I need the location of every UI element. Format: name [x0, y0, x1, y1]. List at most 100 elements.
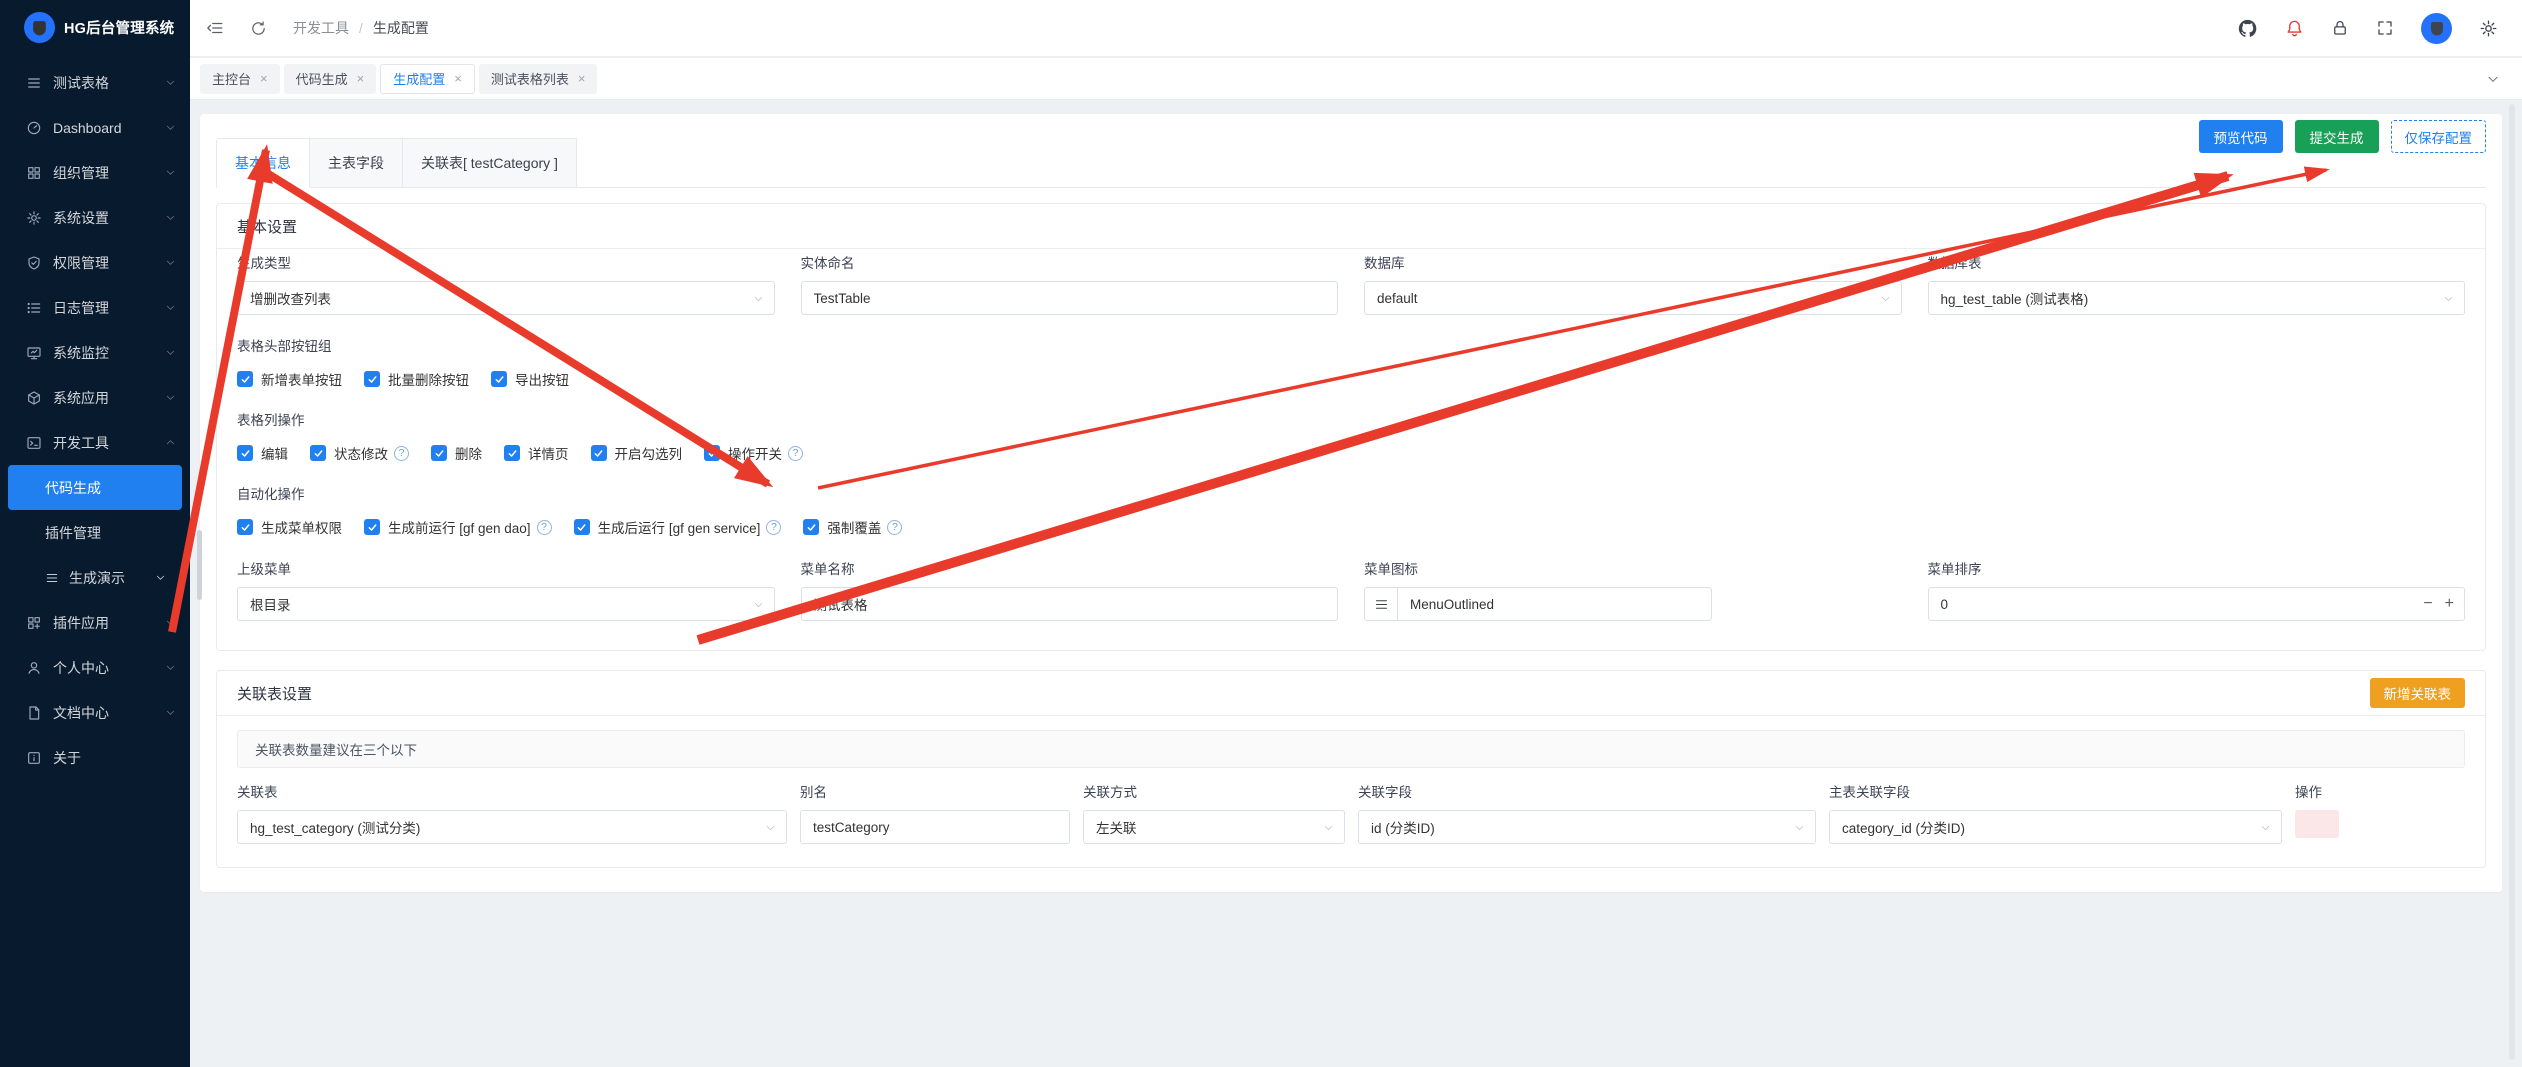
logo[interactable]: HG后台管理系统 [0, 0, 190, 54]
checkbox-operation-switch[interactable]: 操作开关 ? [704, 443, 803, 463]
fullscreen-icon[interactable] [2376, 19, 2394, 37]
workspace-tab-console[interactable]: 主控台 × [200, 63, 280, 94]
gen-type-select[interactable]: 增删改查列表 [237, 281, 775, 315]
close-icon[interactable]: × [577, 71, 586, 86]
tab-main-table-fields[interactable]: 主表字段 [310, 138, 403, 188]
sidebar-item-test-table[interactable]: 测试表格 [0, 60, 190, 105]
checkbox-checked-icon[interactable] [364, 371, 380, 387]
parent-menu-select[interactable]: 根目录 [237, 587, 775, 621]
menu-sort-input[interactable] [1940, 596, 2452, 612]
checkbox-batch-delete-button[interactable]: 批量删除按钮 [364, 369, 469, 389]
lock-icon[interactable] [2331, 19, 2349, 37]
entity-name-field [800, 281, 1338, 315]
help-icon[interactable]: ? [394, 445, 409, 461]
sidebar-item-about[interactable]: 关于 [0, 735, 190, 780]
help-icon[interactable]: ? [788, 445, 803, 461]
sidebar-item-organization[interactable]: 组织管理 [0, 150, 190, 195]
help-icon[interactable]: ? [536, 519, 552, 535]
sidebar-item-system-settings[interactable]: 系统设置 [0, 195, 190, 240]
workspace-tab-generation-config[interactable]: 生成配置 × [380, 63, 475, 94]
sidebar-item-personal-center[interactable]: 个人中心 [0, 645, 190, 690]
checkbox-selection-column[interactable]: 开启勾选列 [590, 443, 682, 463]
checkbox-delete[interactable]: 删除 [431, 443, 482, 463]
operation-label: 操作 [2295, 785, 2322, 800]
checkbox-checked-icon[interactable] [237, 371, 253, 387]
checkbox-generate-menu-permission[interactable]: 生成菜单权限 [237, 517, 342, 537]
workspace-tab-test-table-list[interactable]: 测试表格列表 × [478, 63, 598, 94]
menu-icon-input[interactable] [1410, 596, 1699, 612]
sidebar-scrollbar[interactable] [197, 530, 202, 600]
checkbox-checked-icon[interactable] [573, 519, 590, 535]
database-label: 数据库 [1364, 256, 1405, 271]
select-caret-icon [2261, 825, 2270, 830]
page-scrollbar[interactable] [2509, 104, 2515, 1060]
settings-gear-icon[interactable] [2479, 19, 2498, 38]
sidebar-item-permissions[interactable]: 权限管理 [0, 240, 190, 285]
checkbox-checked-icon[interactable] [364, 519, 380, 535]
sidebar-item-system-apps[interactable]: 系统应用 [0, 375, 190, 420]
stepper-minus-button[interactable]: − [2423, 595, 2433, 612]
relation-table-select[interactable]: hg_test_category (测试分类) [237, 810, 787, 844]
checkbox-checked-icon[interactable] [237, 445, 253, 461]
sidebar-item-logs[interactable]: 日志管理 [0, 285, 190, 330]
database-table-select[interactable]: hg_test_table (测试表格) [1927, 281, 2465, 315]
checkbox-checked-icon[interactable] [431, 445, 447, 461]
sidebar-item-monitoring[interactable]: 系统监控 [0, 330, 190, 375]
close-icon[interactable]: × [454, 71, 462, 86]
checkbox-checked-icon[interactable] [237, 519, 253, 535]
tabbar-chevron-down-icon[interactable] [2486, 72, 2500, 86]
preview-code-button[interactable]: 预览代码 [2198, 120, 2283, 153]
alias-input[interactable] [813, 819, 1057, 835]
sidebar-subitem-code-generation[interactable]: 代码生成 [8, 465, 182, 510]
menu-icon-label: 菜单图标 [1364, 562, 1418, 577]
help-icon[interactable]: ? [887, 519, 903, 535]
remove-relation-button[interactable] [2295, 810, 2339, 838]
checkbox-edit[interactable]: 编辑 [237, 443, 288, 463]
checkbox-status-modify[interactable]: 状态修改 ? [310, 443, 409, 463]
checkbox-checked-icon[interactable] [590, 445, 607, 461]
workspace-tab-code-generation[interactable]: 代码生成 × [283, 63, 377, 94]
save-config-only-button[interactable]: 仅保存配置 [2390, 120, 2486, 153]
help-icon[interactable]: ? [766, 519, 782, 535]
checkbox-checked-icon[interactable] [704, 445, 720, 461]
master-field-select[interactable]: category_id (分类ID) [1829, 810, 2282, 844]
github-icon[interactable] [2237, 18, 2258, 39]
database-select[interactable]: default [1364, 281, 1902, 315]
tab-relation-table[interactable]: 关联表[ testCategory ] [403, 138, 577, 188]
submit-generate-button[interactable]: 提交生成 [2294, 120, 2379, 153]
checkbox-force-overwrite[interactable]: 强制覆盖 ? [803, 517, 903, 537]
checkbox-checked-icon[interactable] [310, 445, 326, 461]
checkbox-add-form-button[interactable]: 新增表单按钮 [237, 369, 342, 389]
close-icon[interactable]: × [260, 71, 268, 86]
menu-fold-icon[interactable] [206, 19, 224, 37]
user-avatar[interactable] [2421, 12, 2452, 44]
notification-bell-icon[interactable] [2285, 19, 2304, 38]
tab-basic-info[interactable]: 基本信息 [216, 138, 310, 188]
checkbox-detail-page[interactable]: 详情页 [504, 443, 569, 463]
checkbox-checked-icon[interactable] [491, 371, 507, 387]
checkbox-run-after-generate[interactable]: 生成后运行 [gf gen service] ? [573, 517, 782, 537]
close-icon[interactable]: × [356, 71, 365, 86]
add-relation-table-button[interactable]: 新增关联表 [2369, 678, 2465, 708]
sidebar-item-doc-center[interactable]: 文档中心 [0, 690, 190, 735]
relation-settings-title: 关联表设置 [237, 685, 313, 703]
menu-name-input[interactable] [813, 596, 1325, 612]
join-type-select[interactable]: 左关联 [1083, 810, 1345, 844]
menu-name-label: 菜单名称 [800, 562, 855, 577]
checkbox-checked-icon[interactable] [803, 519, 820, 535]
entity-name-input[interactable] [813, 290, 1325, 306]
checkbox-run-before-generate[interactable]: 生成前运行 [gf gen dao] ? [364, 517, 552, 537]
refresh-icon[interactable] [250, 20, 267, 37]
select-caret-icon [1324, 825, 1333, 830]
breadcrumb-parent[interactable]: 开发工具 [293, 20, 349, 36]
checkbox-export-button[interactable]: 导出按钮 [491, 369, 569, 389]
sidebar-item-dev-tools[interactable]: 开发工具 [0, 420, 190, 465]
stepper-plus-button[interactable]: + [2444, 595, 2454, 612]
sidebar-item-dashboard[interactable]: Dashboard [0, 105, 190, 150]
sidebar-subitem-plugin-management[interactable]: 插件管理 [45, 524, 101, 541]
menu-icon-picker-button[interactable] [1364, 587, 1398, 621]
relation-field-select[interactable]: id (分类ID) [1358, 810, 1816, 844]
sidebar-item-plugin-apps[interactable]: 插件应用 [0, 600, 190, 645]
sidebar-subitem-generation-demo[interactable]: 生成演示 [0, 555, 190, 600]
checkbox-checked-icon[interactable] [504, 445, 520, 461]
